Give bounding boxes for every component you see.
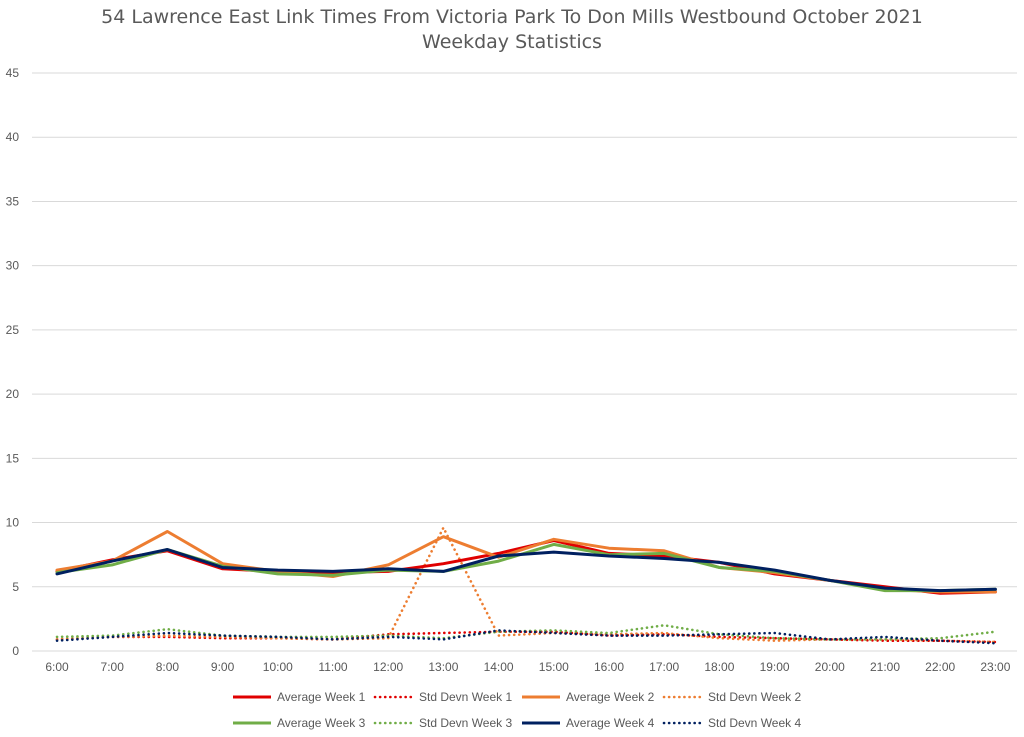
- y-tick-label: 0: [12, 644, 19, 658]
- x-tick-label: 8:00: [156, 660, 180, 674]
- x-tick-label: 6:00: [45, 660, 69, 674]
- x-tick-label: 22:00: [925, 660, 955, 674]
- legend-item: Std Devn Week 3: [373, 716, 512, 730]
- y-tick-label: 15: [6, 451, 20, 465]
- x-tick-label: 16:00: [594, 660, 624, 674]
- x-tick-label: 13:00: [428, 660, 458, 674]
- y-tick-label: 5: [12, 580, 19, 594]
- legend-label: Std Devn Week 2: [708, 690, 801, 704]
- y-tick-label: 25: [6, 323, 20, 337]
- y-tick-label: 45: [6, 66, 20, 80]
- y-tick-label: 35: [6, 194, 20, 208]
- chart-title: 54 Lawrence East Link Times From Victori…: [101, 6, 923, 28]
- x-tick-label: 11:00: [318, 660, 347, 674]
- legend: Average Week 1 Std Devn Week 1 Average Wee…: [233, 690, 801, 730]
- legend-label: Average Week 4: [566, 716, 655, 730]
- x-tick-label: 15:00: [539, 660, 569, 674]
- legend-label: Average Week 1: [277, 690, 366, 704]
- y-axis-ticks: 0 5 10 15 20 25 30 35 40 45: [6, 66, 20, 658]
- x-tick-label: 7:00: [101, 660, 125, 674]
- legend-label: Std Devn Week 3: [419, 716, 512, 730]
- x-tick-label: 9:00: [211, 660, 235, 674]
- legend-label: Std Devn Week 4: [708, 716, 801, 730]
- series-line-std-devn-week-4: [55, 629, 997, 645]
- legend-item: Std Devn Week 2: [662, 690, 801, 704]
- x-tick-label: 18:00: [704, 660, 734, 674]
- series-lines: [55, 526, 997, 645]
- x-tick-label: 19:00: [760, 660, 790, 674]
- y-tick-label: 40: [6, 130, 20, 144]
- y-tick-label: 30: [6, 259, 20, 273]
- x-tick-label: 17:00: [649, 660, 679, 674]
- legend-label: Average Week 2: [566, 690, 655, 704]
- legend-item: Std Devn Week 4: [662, 716, 801, 730]
- x-tick-label: 21:00: [870, 660, 900, 674]
- series-line-std-devn-week-3: [55, 623, 997, 641]
- legend-label: Std Devn Week 1: [419, 690, 512, 704]
- chart-subtitle: Weekday Statistics: [422, 31, 602, 53]
- series-line-average-week-4: [55, 548, 997, 593]
- x-tick-label: 23:00: [980, 660, 1010, 674]
- legend-item: Average Week 1: [233, 690, 366, 704]
- legend-item: Std Devn Week 1: [373, 690, 512, 704]
- legend-label: Average Week 3: [277, 716, 366, 730]
- x-tick-label: 14:00: [484, 660, 514, 674]
- legend-item: Average Week 2: [522, 690, 655, 704]
- legend-item: Average Week 4: [522, 716, 655, 730]
- legend-item: Average Week 3: [233, 716, 366, 730]
- y-tick-label: 20: [6, 387, 20, 401]
- x-tick-label: 12:00: [373, 660, 403, 674]
- x-tick-label: 20:00: [815, 660, 845, 674]
- x-tick-label: 10:00: [263, 660, 293, 674]
- y-tick-label: 10: [6, 516, 20, 530]
- x-axis-ticks: 6:00 7:00 8:00 9:00 10:00 11:00 12:00 13:00 14:0…: [45, 660, 1010, 674]
- gridlines: [32, 72, 1017, 652]
